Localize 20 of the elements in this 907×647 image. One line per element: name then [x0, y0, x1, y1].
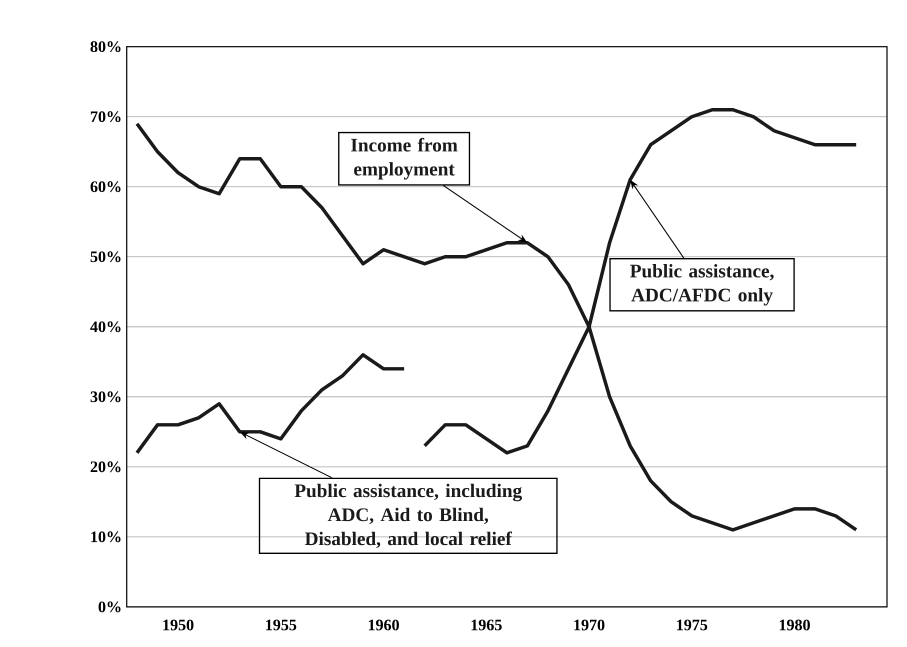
x-tick-label: 1950 [163, 620, 194, 630]
y-tick-label: 40% [90, 321, 120, 332]
x-tick-label: 1970 [574, 620, 604, 630]
y-tick-label: 0% [98, 602, 120, 612]
series-label: Public assistance, ADC/AFDC only [630, 264, 774, 306]
x-tick-label: 1965 [472, 620, 502, 630]
y-tick-label: 60% [90, 181, 120, 192]
y-tick-label: 30% [90, 391, 120, 402]
text: Public assistance, including ADC, Aid to Blind, Disabled, and local relief [294, 484, 522, 548]
y-tick-label: 70% [90, 111, 120, 122]
y-tick-label: 80% [90, 41, 120, 52]
x-tick-label: 1975 [677, 620, 708, 630]
line-series [135, 353, 406, 455]
text: Income from employment [351, 138, 458, 180]
x-tick-label: 1955 [266, 620, 296, 630]
y-tick-label: 10% [91, 531, 120, 542]
y-tick-label: 50% [90, 251, 120, 262]
y-tick-label: 20% [90, 461, 120, 472]
x-tick-label: 1980 [780, 620, 810, 630]
x-tick-label: 1960 [368, 620, 399, 630]
